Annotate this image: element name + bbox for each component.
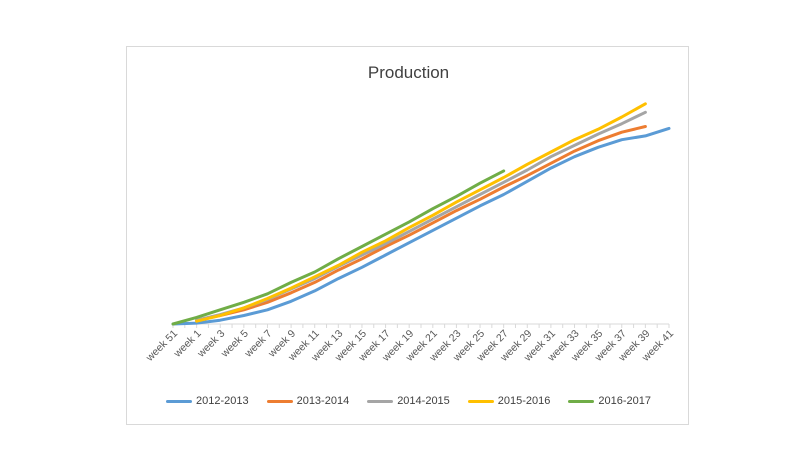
legend-item: 2012-2013 <box>165 395 249 407</box>
legend-swatch <box>165 399 192 403</box>
chart-frame: Production week 51 week 1 week 3 week 5 week… <box>126 46 689 425</box>
legend-label: 2014-2015 <box>397 395 450 407</box>
legend-item: 2015-2016 <box>467 395 551 407</box>
legend-swatch <box>266 399 293 403</box>
legend-label: 2013-2014 <box>296 395 350 407</box>
legend-swatch <box>467 399 494 403</box>
chart-title: Production <box>367 63 450 82</box>
legend-item: 2016-2017 <box>568 395 651 407</box>
legend-item: 2013-2014 <box>266 395 350 407</box>
legend-label: 2016-2017 <box>598 395 652 407</box>
series-line-2012-2013 <box>171 126 671 326</box>
legend-swatch <box>568 399 595 403</box>
legend-item: 2014-2015 <box>367 395 450 407</box>
legend-label: 2015-2016 <box>497 395 551 407</box>
legend-label: 2012-2013 <box>195 395 249 407</box>
series-line-2013-2014 <box>195 125 647 322</box>
legend-swatch <box>367 399 394 403</box>
series-line-2015-2016 <box>195 102 647 323</box>
x-tick-label: week 51 <box>143 327 180 364</box>
series-line-2016-2017 <box>171 169 506 326</box>
legend: 2012-2013 2013-2014 2014-2015 2015-2016 2016… <box>127 395 690 407</box>
